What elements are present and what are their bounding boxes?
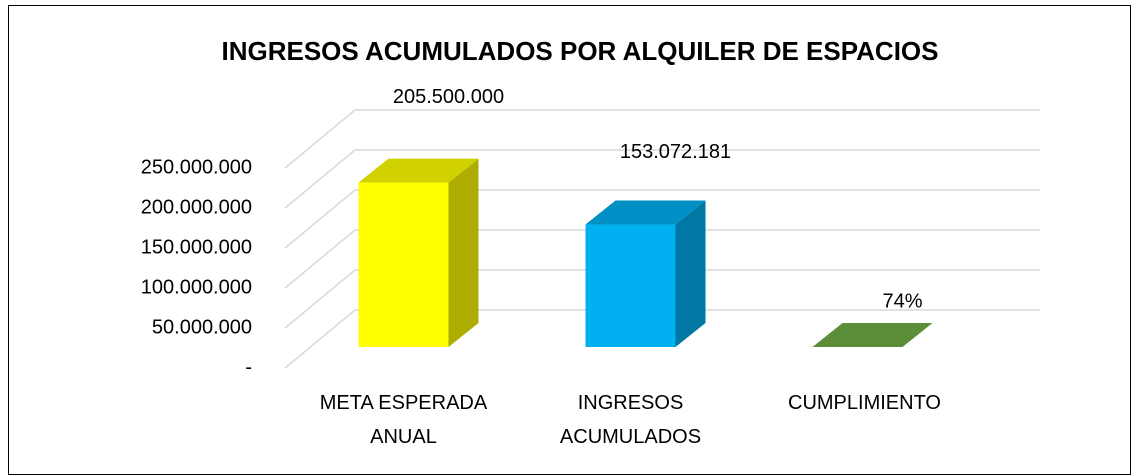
y-tick-label: - [245,356,252,378]
bar [358,182,449,347]
x-tick-label: META ESPERADA ANUAL [319,392,488,448]
y-tick-label: 100.000.000 [141,276,252,298]
value-label: 153.072.181 [620,141,731,163]
bar-top [358,158,479,183]
bar-top [585,200,706,225]
value-label: 74% [882,290,922,312]
bar-side [448,158,479,347]
y-tick-label: 50.000.000 [152,316,252,338]
y-tick-label: 150.000.000 [141,236,252,258]
x-tick-label: CUMPLIMIENTO [788,392,941,414]
grid-line [284,229,1040,289]
y-tick-label: 200.000.000 [141,196,252,218]
bar-side [675,200,706,347]
grid-line [284,149,1040,209]
bar [585,224,676,347]
value-label: 205.500.000 [393,86,504,108]
bar-top [812,323,933,347]
grid-line [284,189,1040,249]
y-tick-label: 250.000.000 [141,156,252,178]
chart-title: INGRESOS ACUMULADOS POR ALQUILER DE ESPA… [222,36,939,66]
grid-line [284,109,1040,169]
grid-line [284,309,1040,369]
grid-line [284,269,1040,329]
x-tick-label: INGRESOS ACUMULADOS [559,392,702,448]
